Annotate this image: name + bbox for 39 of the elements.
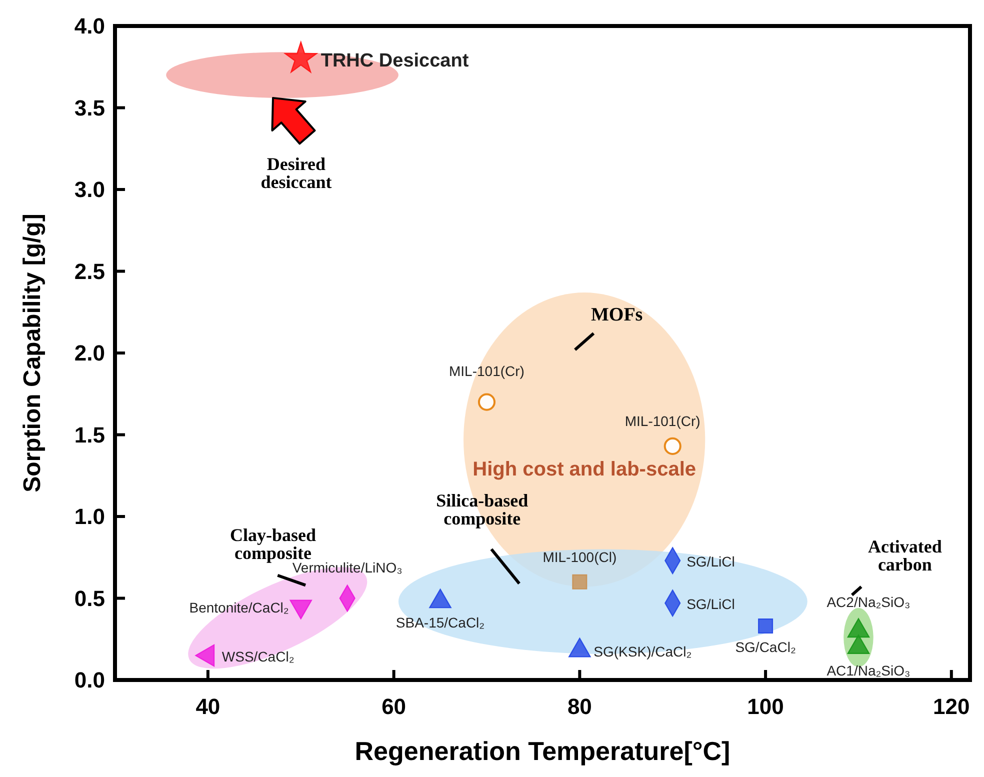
- y-tick-label: 3.5: [74, 95, 105, 120]
- y-axis-title: Sorption Capability [g/g]: [19, 214, 46, 492]
- series-label: SG/LiCl: [686, 554, 735, 570]
- series-label: Bentonite/CaCl₂: [189, 599, 289, 616]
- point: [284, 42, 318, 73]
- x-tick-label: 120: [933, 694, 970, 719]
- x-tick-label: 60: [382, 694, 406, 719]
- y-tick-label: 1.5: [74, 422, 105, 448]
- series-label: WSS/CaCl₂: [222, 648, 294, 664]
- y-tick-label: 3.0: [74, 177, 105, 202]
- x-tick-label: 100: [747, 694, 784, 719]
- annotation: Desired desiccant: [260, 154, 332, 192]
- y-tick-label: 2.0: [74, 340, 105, 366]
- series-label: SG/LiCl: [686, 596, 735, 612]
- point: [478, 393, 496, 411]
- x-tick-label: 40: [196, 694, 220, 719]
- point: [664, 437, 682, 455]
- annotation: Silica-based composite: [436, 490, 528, 529]
- annotation: MOFs: [590, 304, 643, 326]
- series-label: MIL-100(Cl): [542, 548, 617, 565]
- series-label: TRHC Desiccant: [320, 50, 470, 72]
- x-tick-label: 80: [567, 694, 592, 719]
- x-axis-title: Regeneration Temperature[°C]: [354, 736, 730, 766]
- series-label: MIL-101(Cr): [449, 363, 524, 380]
- series-label: AC1/Na₂SiO₃: [826, 662, 910, 678]
- y-tick-label: 0.5: [74, 586, 105, 611]
- y-tick-label: 2.5: [74, 258, 105, 284]
- point: [758, 618, 774, 634]
- y-tick-label: 1.0: [74, 504, 105, 530]
- series-label: SG/CaCl₂: [735, 639, 796, 656]
- series-label: MIL-101(Cr): [624, 413, 700, 430]
- y-tick-label: 4.0: [74, 14, 105, 39]
- series-label: SBA-15/CaCl₂: [396, 614, 485, 631]
- series-label: SG(KSK)/CaCl₂: [594, 644, 692, 660]
- series-label: AC2/Na₂SiO₃: [826, 594, 910, 610]
- point: [572, 574, 588, 590]
- annotation: Activated carbon: [868, 536, 942, 574]
- y-tick-label: 0.0: [74, 668, 105, 693]
- annotation: High cost and lab-scale: [472, 458, 696, 481]
